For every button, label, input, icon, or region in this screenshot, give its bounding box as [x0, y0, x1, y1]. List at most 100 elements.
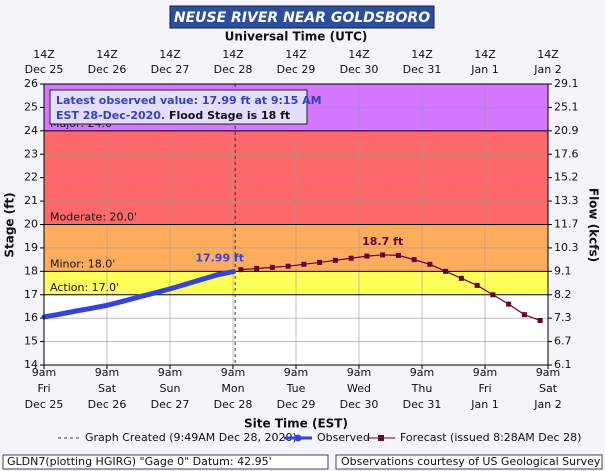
x-tick-label: Sun — [160, 382, 181, 395]
y-tick-label: 15 — [24, 335, 38, 348]
x-tick-label: Sat — [98, 382, 117, 395]
footer-box — [335, 454, 603, 470]
x-tick-label: Jan 1 — [470, 398, 498, 411]
observed-point — [167, 286, 173, 292]
top-tick-label: 14Z — [537, 48, 559, 61]
x-tick-label: Sat — [539, 382, 558, 395]
y-tick-label: 17 — [24, 288, 38, 301]
forecast-point — [458, 275, 464, 281]
observed-point — [231, 269, 237, 275]
top-tick-label: 14Z — [411, 48, 433, 61]
x-tick-label: 9am — [32, 366, 56, 379]
y-tick-label: 21 — [24, 194, 38, 207]
legend-swatch — [294, 434, 302, 442]
y-axis-title: Stage (ft) — [3, 192, 17, 257]
top-tick-label: 14Z — [159, 48, 181, 61]
y2-tick-label: 9.1 — [554, 264, 572, 277]
value-label: 18.7 ft — [362, 235, 403, 248]
x-tick-label: 9am — [95, 366, 119, 379]
forecast-point — [317, 259, 323, 265]
x-tick-label: Dec 28 — [214, 398, 253, 411]
footer-right: Observations courtesy of US Geological S… — [341, 455, 601, 468]
top-tick-label: Dec 26 — [88, 63, 127, 76]
observed-point — [88, 305, 94, 311]
x-tick-label: Jan 2 — [533, 398, 561, 411]
x-tick-label: 9am — [221, 366, 245, 379]
flood-label: Action: 17.0' — [50, 281, 119, 294]
x-tick-label: 9am — [410, 366, 434, 379]
y2-tick-label: 6.1 — [554, 358, 572, 371]
y2-tick-label: 20.9 — [554, 124, 579, 137]
forecast-point — [380, 252, 386, 258]
x-tick-label: Wed — [347, 382, 371, 395]
top-tick-label: 14Z — [33, 48, 55, 61]
top-tick-label: Jan 1 — [470, 63, 498, 76]
forecast-point — [443, 268, 449, 274]
observed-point — [57, 311, 63, 317]
y-tick-label: 14 — [24, 358, 38, 371]
y-tick-label: 25 — [24, 100, 38, 113]
observed-point — [104, 302, 110, 308]
x-tick-label: Dec 31 — [403, 398, 442, 411]
top-tick-label: Dec 27 — [151, 63, 190, 76]
y2-tick-label: 8.2 — [554, 288, 572, 301]
x-tick-label: Dec 30 — [340, 398, 379, 411]
x-tick-label: Dec 26 — [88, 398, 127, 411]
footer-box — [2, 454, 329, 470]
top-tick-label: 14Z — [222, 48, 244, 61]
x-tick-label: Dec 27 — [151, 398, 190, 411]
forecast-point — [254, 266, 260, 272]
x-tick-label: 9am — [284, 366, 308, 379]
y2-tick-label: 13.3 — [554, 194, 579, 207]
value-label: 17.99 ft — [195, 252, 244, 265]
forecast-point — [506, 301, 512, 307]
y-tick-label: 18 — [24, 264, 38, 277]
x-tick-label: Dec 25 — [25, 398, 64, 411]
forecast-point — [537, 318, 543, 324]
forecast-point — [364, 253, 370, 259]
legend-label: Forecast (issued 8:28AM Dec 28) — [400, 431, 581, 444]
series-line — [240, 254, 541, 322]
y2-tick-label: 25.1 — [554, 100, 579, 113]
top-axis-title: Universal Time (UTC) — [225, 30, 368, 44]
forecast-point — [474, 282, 480, 288]
observed-point — [73, 308, 78, 314]
note-part: EST 28-Dec-2020. — [56, 109, 165, 122]
y2-tick-label: 10.3 — [554, 241, 579, 254]
footer-left: GLDN7(plotting HGIRG) "Gage 0" Datum: 42… — [7, 455, 272, 468]
forecast-point — [521, 312, 527, 318]
observed-point — [136, 294, 141, 300]
note-part: Flood Stage is 18 ft — [169, 109, 290, 122]
y2-tick-label: 7.3 — [554, 311, 572, 324]
top-tick-label: 14Z — [285, 48, 307, 61]
y2-tick-label: 15.2 — [554, 171, 579, 184]
forecast-point — [332, 257, 338, 263]
top-tick-label: 14Z — [96, 48, 118, 61]
forecast-point — [285, 263, 291, 269]
observed-point — [214, 272, 220, 278]
x-tick-label: 9am — [158, 366, 182, 379]
x-tick-label: Dec 29 — [277, 398, 316, 411]
forecast-point — [301, 261, 307, 267]
top-tick-label: 14Z — [474, 48, 496, 61]
y-tick-label: 22 — [24, 171, 38, 184]
top-tick-label: Jan 2 — [533, 63, 561, 76]
x-tick-label: Tue — [286, 382, 306, 395]
x-tick-label: 9am — [473, 366, 497, 379]
chart-title: NEUSE RIVER NEAR GOLDSBORO — [174, 10, 430, 26]
flood-label: Moderate: 20.0' — [50, 211, 137, 224]
forecast-point — [427, 261, 433, 267]
y-tick-label: 24 — [24, 124, 38, 137]
x-tick-label: 9am — [347, 366, 371, 379]
forecast-point — [490, 292, 496, 298]
forecast-point — [395, 252, 401, 258]
legend-swatch — [378, 435, 384, 441]
top-tick-label: Dec 25 — [25, 63, 64, 76]
y-tick-label: 23 — [24, 147, 38, 160]
x-tick-label: 9am — [536, 366, 560, 379]
x-axis-title: Site Time (EST) — [244, 417, 348, 431]
observed-point — [183, 281, 189, 287]
top-tick-label: Dec 31 — [403, 63, 442, 76]
flood-label: Minor: 18.0' — [50, 257, 115, 270]
